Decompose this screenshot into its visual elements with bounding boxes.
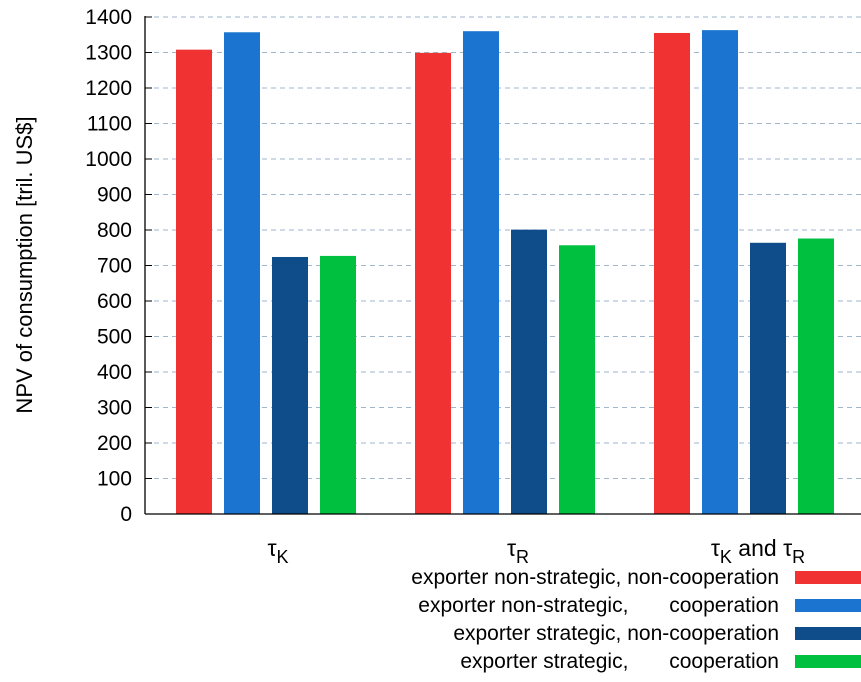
bar xyxy=(559,245,595,514)
legend-swatch xyxy=(795,599,861,612)
bar xyxy=(463,31,499,514)
y-tick-label: 300 xyxy=(97,397,132,420)
y-tick-label: 1100 xyxy=(87,113,132,136)
y-tick-label: 900 xyxy=(97,184,132,207)
y-tick-label: 400 xyxy=(97,361,132,384)
x-tick-label: τK and τR xyxy=(711,535,805,567)
x-tick-label: τK xyxy=(267,535,288,567)
bar xyxy=(176,49,212,514)
bar xyxy=(750,242,786,514)
legend-label: exporter strategic, non-cooperation xyxy=(453,622,779,645)
legend-swatch xyxy=(795,571,861,584)
legend-label: exporter non-strategic, non-cooperation xyxy=(411,566,779,589)
grid xyxy=(145,16,861,479)
x-ticks: τK τR τK and τR xyxy=(267,535,805,567)
bar xyxy=(702,30,738,514)
x-tick-label: τR xyxy=(507,535,529,567)
y-tick-label: 600 xyxy=(97,290,132,313)
y-tick-label: 100 xyxy=(97,468,132,491)
y-tick-label: 1200 xyxy=(85,77,132,100)
bars xyxy=(176,30,834,515)
bar xyxy=(320,255,356,515)
legend-swatch xyxy=(795,627,861,640)
y-tick-label: 800 xyxy=(97,219,132,242)
y-tick-label: 500 xyxy=(97,326,132,349)
bar xyxy=(224,32,260,514)
bar xyxy=(511,229,547,514)
bar xyxy=(415,52,451,514)
legend-label: exporter strategic, cooperation xyxy=(460,650,779,673)
legend-label: exporter non-strategic, cooperation xyxy=(418,594,779,617)
y-tick-label: 200 xyxy=(97,432,132,455)
y-tick-label: 1000 xyxy=(85,148,132,171)
y-tick-label: 700 xyxy=(97,255,132,278)
legend-swatch xyxy=(795,655,861,668)
bar xyxy=(654,32,690,514)
bar xyxy=(798,238,834,514)
legend: exporter non-strategic, non-cooperation e… xyxy=(411,566,861,673)
y-tick-label: 0 xyxy=(120,503,132,526)
y-ticks: 0 100 200 300 400 500 600 700 800 900 1000 1100 1200… xyxy=(85,6,152,526)
bar xyxy=(272,256,308,514)
y-axis-label: NPV of consumption [tril. US$] xyxy=(12,116,37,413)
y-tick-label: 1300 xyxy=(85,42,132,65)
y-tick-label: 1400 xyxy=(85,6,132,29)
